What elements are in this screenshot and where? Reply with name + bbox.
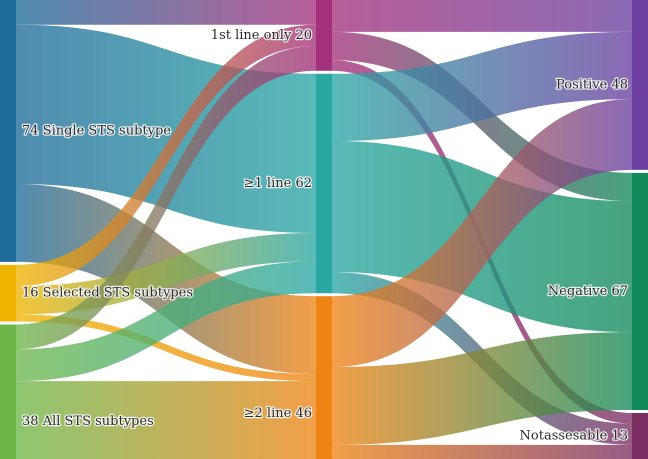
link-first-to-pos <box>332 0 632 32</box>
link-single-to-first <box>16 0 316 25</box>
node-ge2 <box>316 296 332 459</box>
link-ge2-to-pos <box>332 99 632 367</box>
labels-layer: 74 Single STS subtype 16 Selected STS sub… <box>21 27 630 445</box>
label-ge1: ≥1 line 62 <box>244 176 312 191</box>
label-first: 1st line only 20 <box>211 28 312 43</box>
node-ge1 <box>316 73 332 294</box>
label-ge2: ≥2 line 46 <box>244 406 312 421</box>
link-all-to-ge1 <box>16 261 316 382</box>
node-pos <box>632 0 648 170</box>
link-selected-to-ge2 <box>16 314 316 382</box>
node-first <box>316 0 332 71</box>
link-ge1-to-pos <box>332 31 632 142</box>
label-selected: 16 Selected STS subtypes <box>22 286 193 301</box>
label-na: Notassesable 13 <box>520 428 628 443</box>
links-layer <box>16 0 632 459</box>
node-neg <box>632 172 648 410</box>
link-all-to-first <box>16 46 316 350</box>
link-ge2-to-na <box>332 444 632 459</box>
label-all: 38 All STS subtypes <box>22 414 154 429</box>
label-neg: Negative 67 <box>548 284 628 299</box>
link-all-to-ge2 <box>16 381 316 459</box>
link-ge2-to-neg <box>332 332 632 445</box>
label-pos: Positive 48 <box>556 77 628 92</box>
node-single <box>0 0 16 262</box>
node-all <box>0 324 16 459</box>
label-single: 74 Single STS subtype <box>22 123 171 138</box>
link-selected-to-first <box>16 24 316 287</box>
node-na <box>632 412 648 459</box>
node-selected <box>0 264 16 322</box>
link-selected-to-ge1 <box>16 233 316 315</box>
